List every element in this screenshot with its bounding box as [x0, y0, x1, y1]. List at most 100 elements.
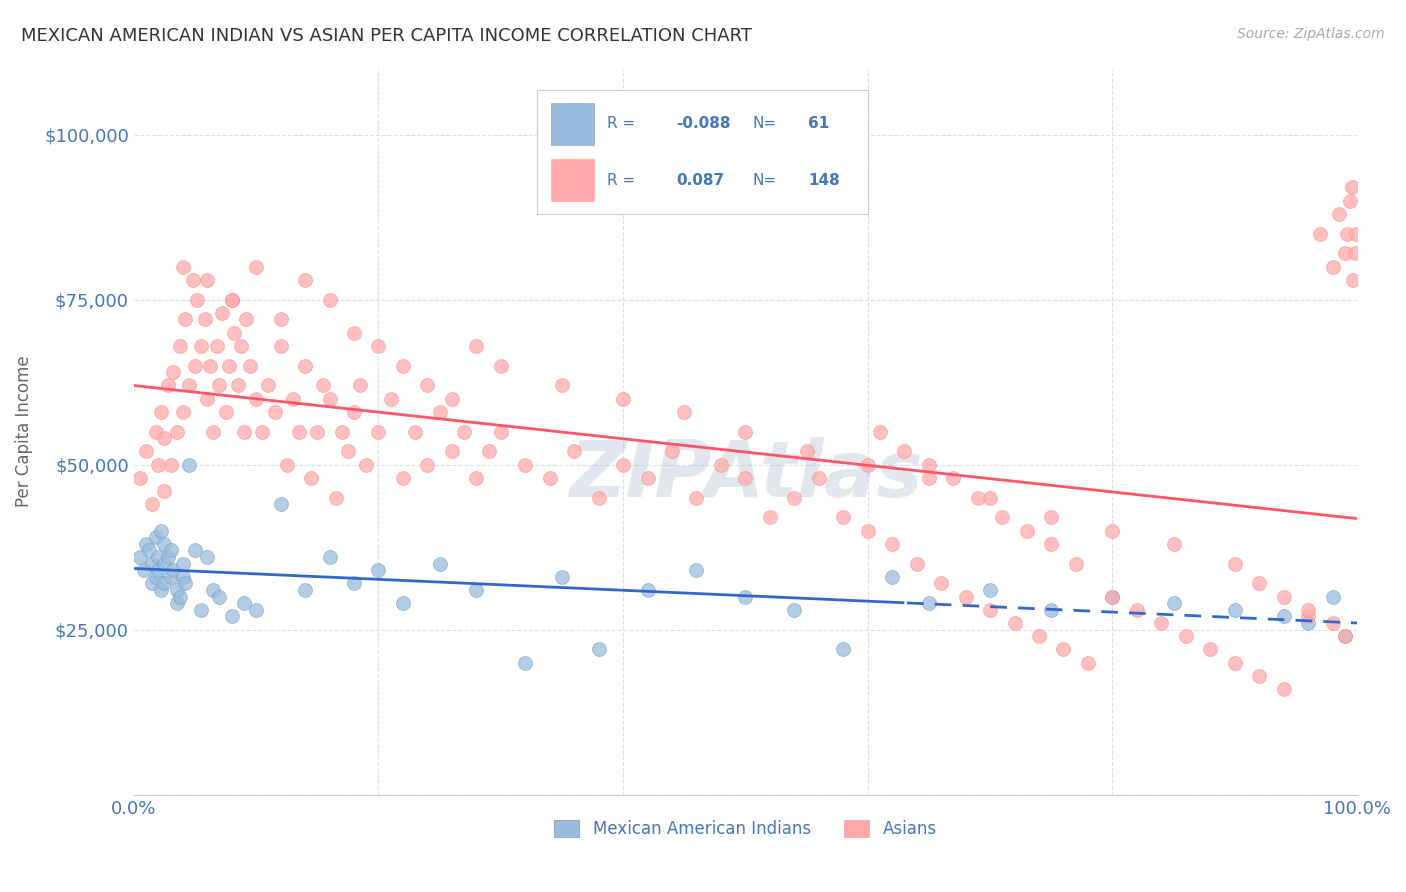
Point — [429, 405, 451, 419]
Point — [221, 293, 243, 307]
Point — [612, 458, 634, 472]
Point — [562, 444, 585, 458]
Point — [224, 326, 246, 340]
Point — [1309, 227, 1331, 241]
Point — [1322, 260, 1344, 274]
Point — [195, 549, 218, 564]
Point — [1101, 590, 1123, 604]
Point — [172, 260, 194, 274]
Point — [1272, 590, 1295, 604]
Point — [231, 339, 253, 353]
Point — [1163, 537, 1185, 551]
Point — [194, 312, 217, 326]
Point — [489, 359, 512, 373]
Y-axis label: Per Capita Income: Per Capita Income — [15, 356, 32, 508]
Point — [281, 392, 304, 406]
Point — [343, 576, 366, 591]
Point — [276, 458, 298, 472]
Point — [367, 339, 389, 353]
Point — [465, 339, 488, 353]
Point — [1296, 609, 1319, 624]
Point — [882, 570, 904, 584]
Point — [174, 576, 197, 591]
Point — [465, 471, 488, 485]
Point — [184, 543, 207, 558]
Point — [252, 425, 274, 439]
Point — [205, 339, 228, 353]
Point — [1296, 603, 1319, 617]
Point — [918, 458, 941, 472]
Point — [538, 471, 561, 485]
Point — [148, 458, 170, 472]
Point — [783, 603, 806, 617]
Point — [186, 293, 208, 307]
Point — [882, 537, 904, 551]
Point — [145, 570, 167, 584]
Point — [149, 582, 172, 597]
Point — [1199, 642, 1222, 657]
Point — [612, 392, 634, 406]
Point — [174, 312, 197, 326]
Point — [1336, 227, 1358, 241]
Point — [588, 642, 610, 657]
Point — [637, 471, 659, 485]
Point — [966, 491, 988, 505]
Point — [1343, 273, 1365, 287]
Point — [1064, 557, 1087, 571]
Point — [294, 582, 316, 597]
Point — [942, 471, 965, 485]
Point — [1223, 557, 1246, 571]
Point — [429, 557, 451, 571]
Point — [169, 590, 191, 604]
Point — [367, 563, 389, 577]
Point — [153, 537, 176, 551]
Point — [294, 273, 316, 287]
Point — [856, 524, 879, 538]
Point — [166, 582, 188, 597]
Point — [232, 596, 254, 610]
Point — [1322, 616, 1344, 631]
Point — [245, 392, 267, 406]
Point — [312, 378, 335, 392]
Point — [1333, 629, 1355, 643]
Point — [149, 524, 172, 538]
Point — [288, 425, 311, 439]
Point — [489, 425, 512, 439]
Point — [172, 405, 194, 419]
Point — [166, 425, 188, 439]
Point — [343, 405, 366, 419]
Point — [245, 603, 267, 617]
Point — [214, 405, 236, 419]
Point — [195, 273, 218, 287]
Point — [263, 405, 285, 419]
Point — [832, 642, 855, 657]
Point — [1344, 227, 1367, 241]
Point — [392, 471, 415, 485]
Point — [135, 444, 157, 458]
Point — [257, 378, 280, 392]
Point — [318, 293, 340, 307]
Point — [392, 359, 415, 373]
Point — [270, 497, 292, 511]
Point — [832, 510, 855, 524]
Point — [153, 576, 176, 591]
Point — [190, 603, 212, 617]
Point — [661, 444, 683, 458]
Point — [1272, 609, 1295, 624]
Point — [1272, 682, 1295, 697]
Point — [1296, 616, 1319, 631]
Point — [440, 392, 463, 406]
Point — [918, 471, 941, 485]
Point — [239, 359, 262, 373]
Point — [1163, 596, 1185, 610]
Text: ZIPAtlas: ZIPAtlas — [568, 437, 922, 513]
Point — [979, 603, 1001, 617]
Point — [1249, 576, 1271, 591]
Point — [226, 378, 249, 392]
Point — [1223, 656, 1246, 670]
Point — [159, 543, 181, 558]
Point — [1322, 590, 1344, 604]
Point — [1343, 246, 1365, 260]
Point — [162, 563, 184, 577]
Point — [299, 471, 322, 485]
